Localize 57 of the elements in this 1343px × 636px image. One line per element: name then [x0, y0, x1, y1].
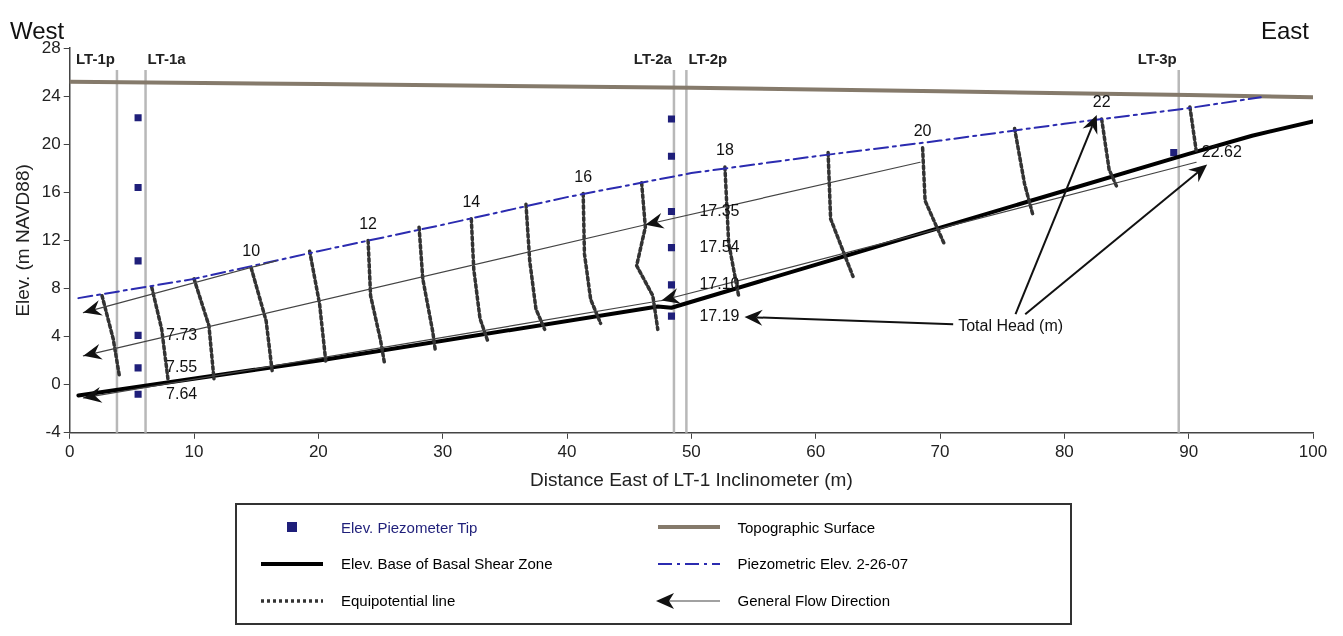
point	[667, 244, 675, 252]
legend-label: Topographic Surface	[737, 518, 876, 536]
x-tick-label: 10	[184, 441, 204, 461]
annotation: 22	[1092, 93, 1111, 111]
line-series	[77, 96, 1262, 300]
annotation: Total Head (m)	[958, 316, 1064, 334]
annotation: 20	[913, 122, 932, 140]
x-tick-label: 20	[308, 441, 328, 461]
point	[134, 364, 142, 372]
y-tick-label: 4	[51, 326, 61, 346]
legend-label: Elev. Base of Basal Shear Zone	[341, 555, 553, 573]
point	[134, 390, 142, 398]
annotation: 14	[462, 193, 481, 211]
annotation: 7.64	[166, 384, 198, 402]
text: East	[1260, 16, 1310, 44]
point	[134, 257, 142, 265]
annotation: 18	[716, 141, 734, 159]
y-tick-label: -4	[45, 422, 61, 442]
x-tick-label: 50	[681, 441, 701, 461]
point	[667, 312, 675, 320]
annotation: 17.19	[699, 306, 740, 324]
ref-line-label: LT-2p	[688, 50, 728, 68]
point	[134, 114, 142, 122]
x-tick-label: 30	[433, 441, 453, 461]
point	[667, 281, 675, 289]
text: Elev. Piezometer Tip	[341, 518, 478, 536]
point	[134, 183, 142, 192]
y-tick-label: 8	[51, 278, 61, 298]
x-tick-label: 0	[64, 441, 75, 461]
y-axis-title: Elev. (m NAVD88)	[11, 164, 33, 317]
x-axis-title: Distance East of LT-1 Inclinometer (m)	[529, 468, 853, 490]
point	[667, 208, 675, 216]
annotation: 10	[242, 242, 261, 260]
legend-label: Piezometric Elev. 2-26-07	[737, 555, 909, 573]
ref-line-label: LT-1a	[147, 50, 187, 68]
y-tick-label: 20	[41, 133, 61, 153]
x-tick-label: 40	[557, 441, 577, 461]
ref-line-label: LT-3p	[1137, 50, 1177, 68]
point	[134, 331, 142, 339]
annotation: 16	[574, 167, 593, 185]
x-tick-label: 70	[930, 441, 950, 461]
ref-line-label: LT-1p	[76, 50, 115, 68]
ref-line-label: LT-2a	[633, 50, 673, 68]
y-tick-label: 24	[41, 85, 61, 105]
y-tick-label: 0	[51, 374, 61, 394]
y-tick-label: 12	[41, 230, 61, 250]
x-tick-label: 60	[806, 441, 826, 461]
y-tick-label: 16	[41, 181, 61, 201]
point	[667, 115, 675, 123]
x-tick-label: 90	[1179, 441, 1199, 461]
x-tick-label: 100	[1298, 441, 1328, 461]
x-tick-label: 80	[1054, 441, 1074, 461]
legend-label: General Flow Direction	[737, 592, 891, 610]
legend-label: Equipotential line	[341, 592, 456, 610]
point	[667, 152, 675, 160]
annotation: 12	[359, 214, 378, 232]
point	[1170, 149, 1178, 157]
